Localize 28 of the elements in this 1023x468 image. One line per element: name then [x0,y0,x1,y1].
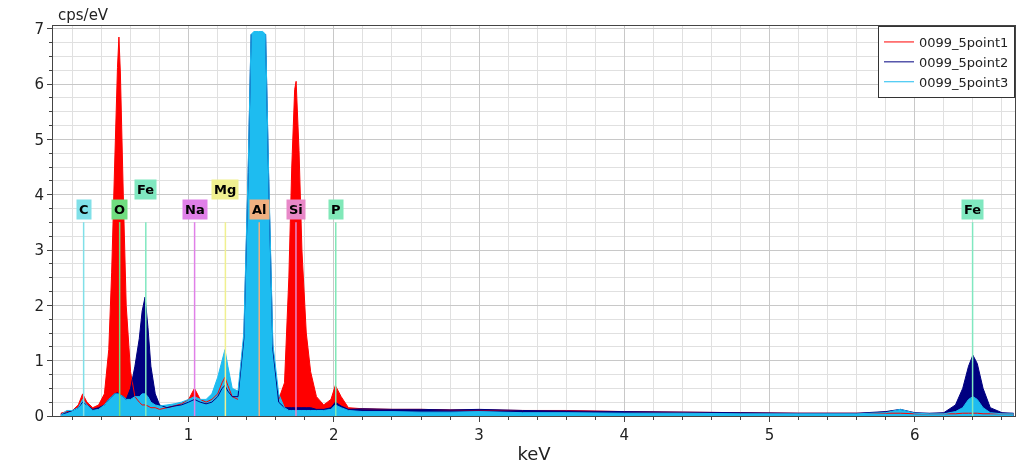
x-tick-label: 4 [619,426,630,444]
y-tick-label: 1 [34,351,44,370]
ref-line-label: C [79,202,89,217]
x-axis-title: keV [517,443,552,465]
ref-line-label: Mg [214,182,237,197]
legend-label: 0099_5point3 [919,74,1009,90]
ref-line-label: Al [252,202,267,217]
y-tick-label: 0 [34,407,44,426]
y-tick-label: 3 [34,241,44,260]
ref-line-label: Fe [137,182,155,197]
y-tick-label: 5 [34,130,44,149]
y-axis-title: cps/eV [58,6,109,24]
y-tick-label: 4 [34,185,44,204]
x-tick-label: 5 [764,426,775,444]
y-tick-label: 6 [34,75,44,94]
ref-line-label: O [114,202,126,217]
ref-line-label: Si [289,202,303,217]
x-tick-label: 1 [183,426,194,444]
ref-line-label: Fe [964,202,982,217]
x-tick-label: 2 [329,426,339,444]
y-tick-label: 7 [34,20,44,39]
legend-label: 0099_5point1 [919,35,1009,51]
y-tick-label: 2 [34,296,44,315]
legend-label: 0099_5point2 [919,54,1009,70]
x-tick-label: 3 [474,426,484,444]
ref-line-label: Na [185,202,205,217]
ref-line-label: P [331,202,341,217]
x-tick-label: 6 [910,426,920,444]
